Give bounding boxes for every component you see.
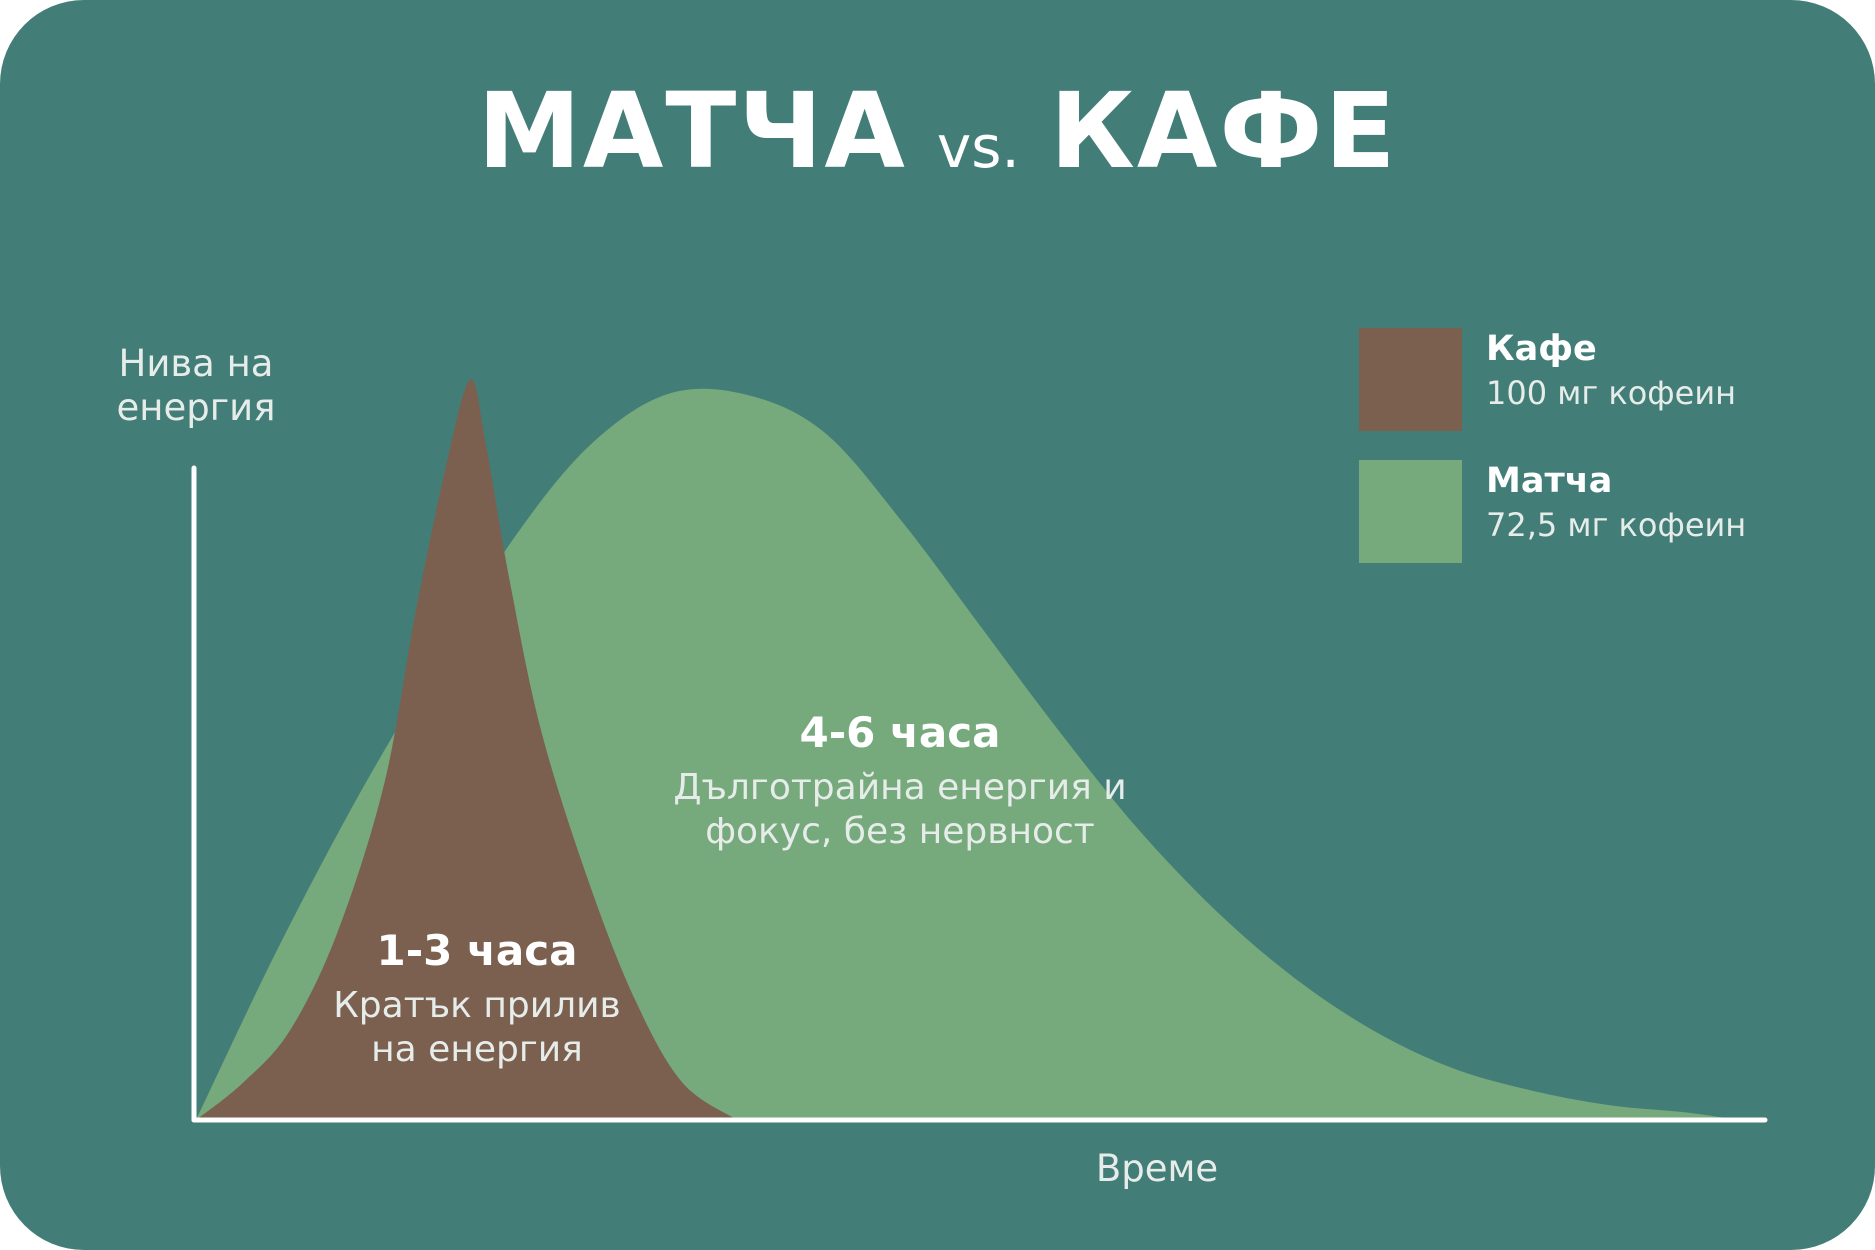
- annotation-text-0: Кратък прилив: [333, 985, 620, 1026]
- legend-caffeine-0: 100 мг кофеин: [1486, 374, 1736, 412]
- legend-caffeine-1: 72,5 мг кофеин: [1486, 506, 1746, 544]
- page-title: МАТЧА vs. КАФЕ: [0, 70, 1875, 192]
- annotation-heading-0: 1-3 часа: [377, 926, 578, 975]
- y-axis-label: Нива на: [119, 342, 274, 385]
- legend-swatch-1: [1359, 460, 1462, 563]
- chart-axes: [191, 465, 1768, 1123]
- chart-legend: Кафе 100 мг кофеин Матча 72,5 мг кофеин: [1359, 328, 1746, 563]
- x-axis-label: Време: [1096, 1147, 1218, 1190]
- legend-swatch-0: [1359, 328, 1462, 431]
- legend-name-1: Матча: [1486, 461, 1612, 501]
- annotation-text-0: на енергия: [371, 1029, 583, 1070]
- series-area-0: [196, 379, 738, 1120]
- title-right: КАФЕ: [1049, 70, 1398, 192]
- y-axis-label: енергия: [117, 386, 276, 429]
- annotation-heading-1: 4-6 часа: [800, 708, 1001, 757]
- title-vs: vs.: [936, 113, 1020, 181]
- title-left: МАТЧА: [477, 70, 907, 192]
- legend-name-0: Кафе: [1486, 329, 1597, 369]
- chart-areas: [196, 379, 1739, 1121]
- annotation-text-1: фокус, без нервност: [705, 811, 1095, 852]
- annotation-text-1: Дълготрайна енергия и: [673, 767, 1126, 808]
